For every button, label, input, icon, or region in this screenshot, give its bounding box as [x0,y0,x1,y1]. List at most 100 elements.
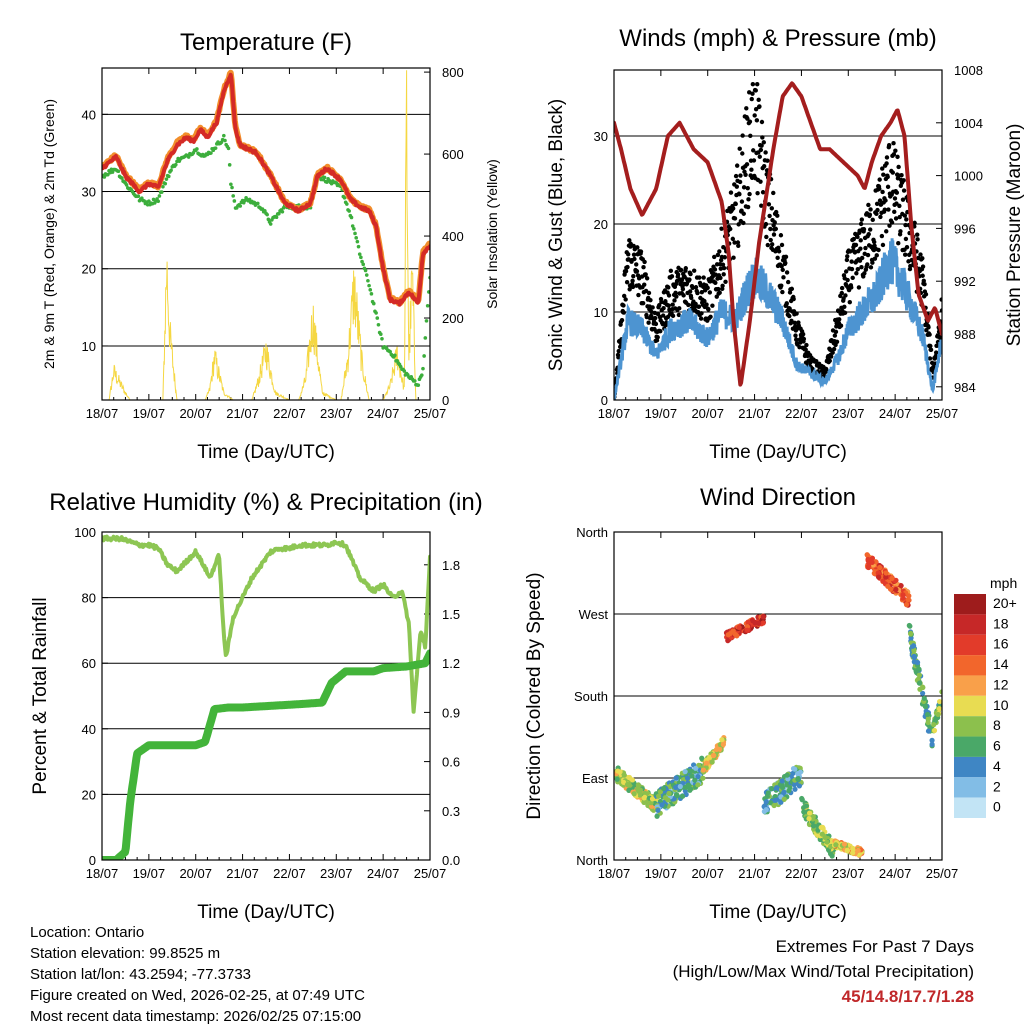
series-sonic-wind [614,238,942,400]
y-tick-label: 10 [594,305,608,320]
gust-point [737,146,742,151]
gust-point [668,268,674,273]
gust-point [775,213,780,218]
colorbar-swatch [954,756,986,778]
gust-point [640,301,646,306]
gust-point [886,142,892,148]
gust-point [859,217,865,222]
gust-point [920,264,926,269]
gust-point [712,254,717,260]
gust-point [883,198,888,203]
direction-point [642,790,648,796]
gust-point [643,272,648,277]
x-tick-label: 18/07 [86,866,119,881]
direction-point [865,553,871,559]
x-tick-label: 22/07 [785,866,818,881]
gust-point [722,255,727,260]
direction-point [689,773,695,779]
gust-point [741,220,746,226]
dewpoint-point [280,209,285,214]
direction-point [797,769,804,775]
x-tick-label: 23/07 [320,406,353,421]
x-tick-label: 19/07 [133,406,166,421]
direction-point [736,624,742,631]
gust-point [749,167,754,172]
y-right-tick-label: 984 [954,380,976,395]
direction-point [692,777,698,783]
direction-point [819,831,825,837]
gust-point [849,266,855,272]
gust-point [771,232,777,237]
y-right-tick-label: 996 [954,221,976,236]
gust-point [904,245,910,250]
gust-point [887,223,892,228]
dewpoint-point [255,201,260,206]
direction-point [806,815,812,822]
gust-point [616,355,621,360]
gust-point [755,82,760,87]
gust-point [884,161,889,166]
gust-point [904,217,909,222]
gust-point [720,262,726,267]
dewpoint-point [230,185,234,190]
colorbar-swatch [954,655,986,676]
direction-point [922,703,929,710]
direction-point [936,706,942,712]
gust-point [928,347,934,353]
gust-point [927,356,933,361]
gust-point [736,222,741,227]
x-tick-label: 20/07 [179,406,212,421]
direction-point [637,792,643,798]
gust-point [623,297,628,302]
gust-point [754,118,760,123]
direction-point [925,719,931,726]
colorbar-label: 20+ [993,595,1017,611]
gust-point [927,332,932,337]
direction-point [824,839,830,845]
direction-point [931,727,938,734]
direction-point [679,793,686,799]
dewpoint-point [102,175,107,179]
colorbar-label: 0 [993,799,1001,815]
dewpoint-point [371,301,376,306]
gust-point [776,249,782,254]
gust-point [699,311,704,316]
gust-point [915,237,920,242]
gust-point [850,275,855,281]
direction-point [764,793,770,800]
gust-point [666,303,671,308]
direction-point [850,850,856,856]
gust-point [899,173,904,178]
gust-point [624,280,630,285]
gust-point [655,335,660,340]
direction-point [903,602,910,608]
colorbar-swatch [954,614,986,635]
gust-point [901,188,907,193]
x-tick-label: 23/07 [832,406,865,421]
gust-point [830,350,835,355]
gust-point [874,253,879,258]
dewpoint-point [156,199,161,204]
direction-point [695,773,701,780]
gust-point [759,119,765,125]
gust-point [705,285,710,291]
gust-point [765,158,770,163]
gust-point [842,310,848,316]
direction-point [700,775,706,781]
series-station-pressure [614,81,942,387]
gust-point [829,354,834,359]
panel-3: Relative Humidity (%) & Precipitation (i… [30,489,483,923]
direction-point [929,741,935,747]
direction-point [631,791,637,797]
direction-point [799,797,805,803]
y-right-tick-label: 800 [442,65,464,80]
gust-point [842,304,847,309]
gust-point [737,179,743,185]
gust-point [793,333,798,338]
gust-point [658,329,663,334]
y-tick-label: 40 [82,722,96,737]
gust-point [773,226,779,232]
gust-point [880,242,886,248]
gust-point [723,279,728,284]
gust-point [872,243,877,248]
